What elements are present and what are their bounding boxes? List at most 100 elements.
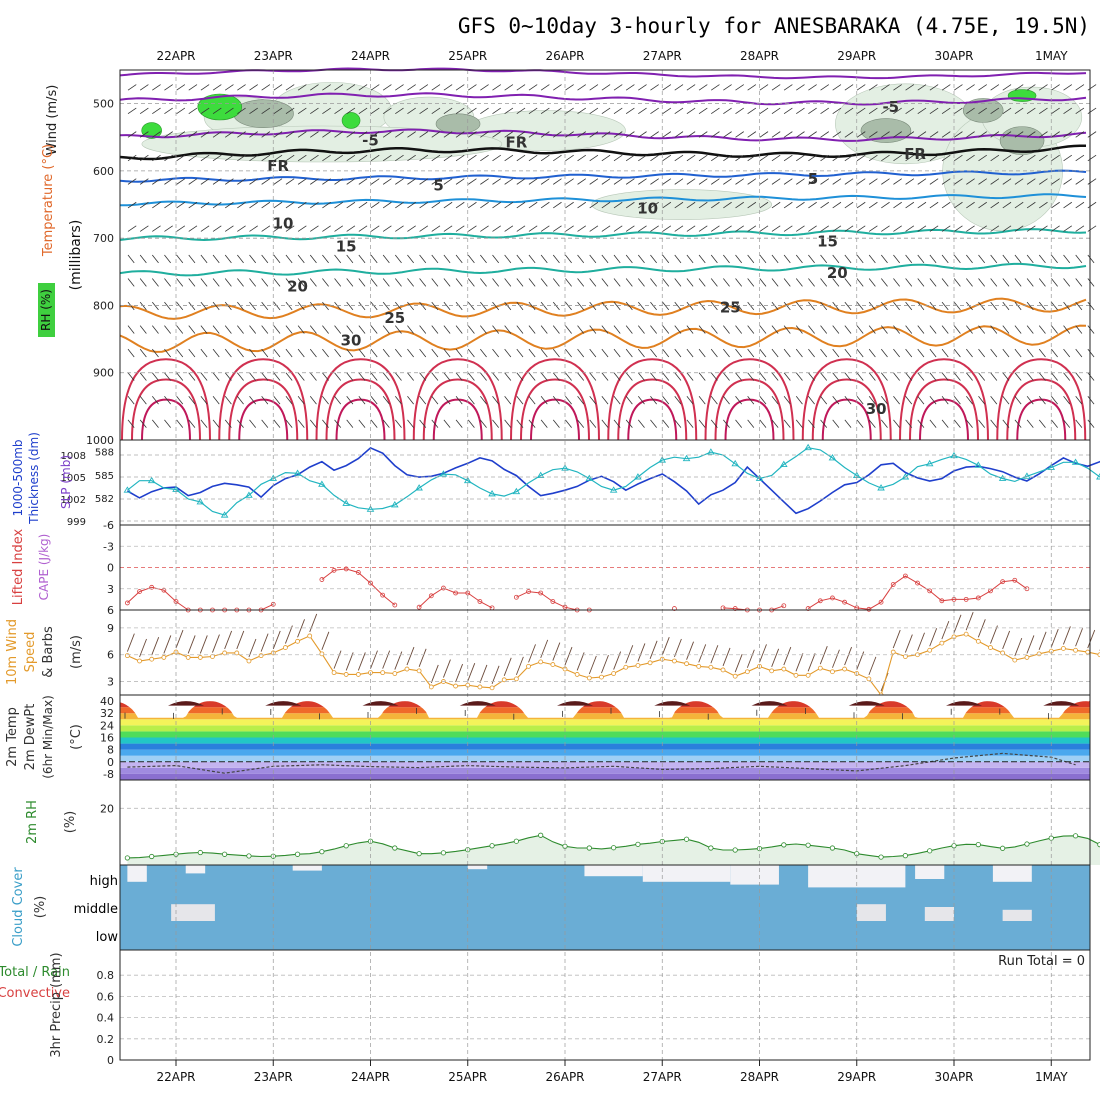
wind-barb: [370, 154, 380, 162]
wind-barb: [625, 84, 635, 91]
wind-barb: [200, 325, 208, 334]
wind-barb: [905, 178, 915, 185]
wind-barb: [771, 301, 779, 311]
wind-barb: [929, 131, 939, 138]
wind-barb: [650, 131, 659, 138]
wind-barb-10m: [649, 640, 658, 659]
wind-barb: [504, 396, 512, 405]
wind-barb: [152, 131, 161, 138]
cloud-level-label: middle: [74, 902, 118, 917]
wind-barb: [820, 396, 828, 405]
wind-barb: [249, 419, 257, 428]
wind-barb: [358, 348, 366, 358]
wind-barb: [504, 107, 514, 115]
wind-barb: [796, 201, 805, 209]
wind-barb: [917, 419, 925, 428]
thickness-label-a: 1000-500mb: [11, 439, 25, 516]
wind-barb: [395, 107, 404, 115]
cloud-middle: [171, 904, 215, 921]
wind-barb: [273, 225, 283, 232]
wind-barb: [844, 225, 854, 232]
wind-barb: [480, 178, 489, 185]
isotherm-dome: [510, 358, 600, 441]
slp-point: [682, 454, 691, 462]
wind-barb: [212, 301, 220, 311]
wind-barb: [1038, 278, 1046, 287]
wind-barb: [953, 201, 963, 209]
slp-point: [147, 476, 156, 484]
wind-barb: [966, 278, 973, 287]
isotherm-dome: [919, 398, 969, 441]
wind-barb: [747, 348, 755, 358]
wind-barb: [467, 225, 477, 232]
wind-barb-10m: [1050, 628, 1059, 648]
wind-barb-10m: [564, 646, 573, 666]
wind-barb: [723, 178, 732, 185]
rh-point: [1024, 841, 1030, 847]
wind-barb: [1002, 301, 1010, 311]
wind-barb: [309, 325, 317, 334]
wind-barb-10m: [394, 651, 403, 670]
wind-barb: [443, 225, 453, 232]
y-tick-pressure: 700: [93, 232, 114, 245]
wind-barb: [674, 131, 684, 138]
wind-barb-10m: [734, 654, 743, 673]
wind-barb: [176, 325, 184, 334]
wind-barb: [978, 372, 986, 381]
wind-barb: [552, 396, 560, 405]
wind-barb: [1038, 301, 1046, 311]
wind-barb: [990, 154, 1000, 162]
wind-barb: [966, 154, 975, 162]
wind-barb: [735, 278, 743, 287]
wind-barb: [1051, 348, 1058, 358]
wind-barb: [747, 254, 755, 264]
wind-barb: [978, 178, 987, 185]
wind-barb: [467, 131, 477, 138]
wind-barb: [881, 178, 890, 185]
wind-barb: [431, 84, 441, 91]
wind-barb: [893, 201, 902, 209]
wind-barb: [261, 372, 269, 381]
wind-barb: [735, 254, 743, 264]
isotherm-dome: [996, 358, 1087, 441]
wind-barb: [407, 372, 414, 381]
temp-band: [120, 701, 1090, 708]
wind-barb: [382, 131, 392, 138]
wind-barb: [346, 419, 354, 428]
wind-barb: [966, 225, 975, 232]
wind-barb: [662, 254, 670, 264]
wind-barb: [625, 372, 633, 381]
wind-barb: [1038, 419, 1046, 428]
wind-barb-10m: [637, 643, 646, 662]
wind-barb: [771, 107, 781, 115]
wind-barb: [990, 348, 998, 358]
wind-barb: [856, 178, 866, 185]
wind-barb: [310, 131, 319, 138]
wind-barb: [905, 201, 915, 209]
wind-barb: [565, 396, 572, 405]
wind-barb: [759, 301, 767, 311]
wind-barb: [941, 154, 951, 162]
wind-barb: [540, 84, 550, 91]
wind-barb: [880, 301, 888, 311]
wind-barb: [188, 84, 198, 91]
wind-point: [331, 670, 337, 676]
wind-barb: [953, 325, 961, 334]
wind-barb: [710, 154, 720, 162]
wind-barb: [273, 201, 283, 209]
wind-barb: [795, 419, 803, 428]
wind-barb: [419, 178, 429, 185]
wind-barb-10m: [990, 625, 998, 644]
wind-barb: [382, 348, 390, 358]
wind-barb: [953, 84, 963, 91]
wind-barb: [796, 225, 805, 232]
temp-band: [120, 707, 1090, 714]
y-tick-precip: 0: [107, 1054, 114, 1067]
wind-barb: [808, 301, 815, 311]
rh-point: [343, 843, 349, 849]
wind-barb: [686, 301, 694, 311]
wind-barb: [273, 107, 283, 115]
wind-barb: [880, 372, 888, 381]
wind-barb: [334, 419, 342, 428]
wind-barb: [212, 84, 222, 91]
